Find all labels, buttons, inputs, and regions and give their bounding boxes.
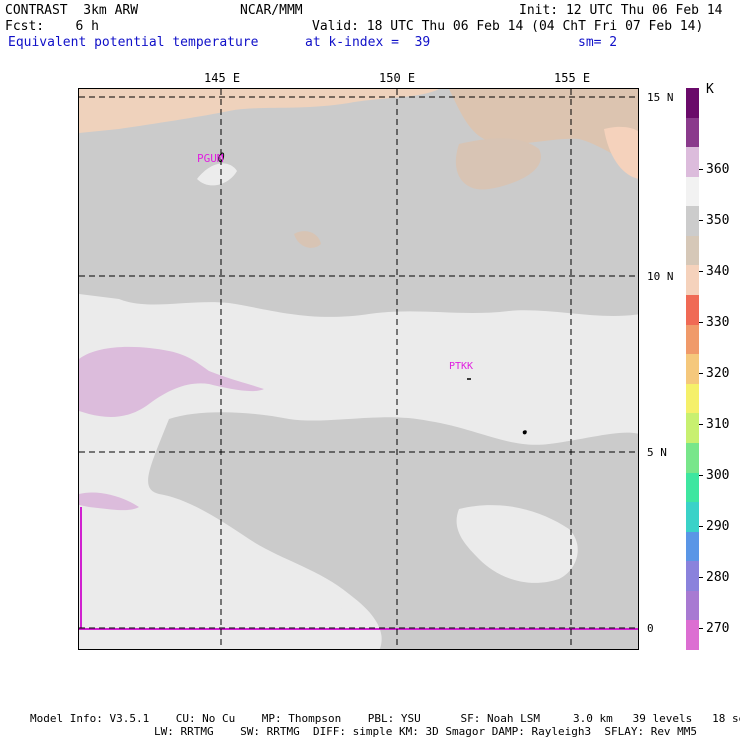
legend-label: 290: [706, 519, 730, 534]
tan-region-northeast: [449, 89, 638, 168]
lon-label-155: 155 E: [554, 71, 591, 85]
legend-swatch: [686, 413, 699, 444]
legend-label: 300: [706, 468, 730, 483]
legend-swatch: [686, 590, 699, 621]
model-info-line2: LW: RRTMG SW: RRTMG DIFF: simple KM: 3D …: [154, 725, 698, 738]
tan-patch-ne: [455, 138, 541, 190]
legend-swatch: [686, 324, 699, 355]
legend-tick: [699, 628, 703, 629]
legend-label: 360: [706, 162, 730, 177]
map-field-svg: [79, 89, 638, 649]
light-patch-southeast: [456, 505, 578, 583]
lat-label-10n: 10 N: [647, 270, 674, 283]
lon-label-150: 150 E: [379, 71, 416, 85]
legend-swatch: [686, 354, 699, 385]
tan-patch-far-ne: [604, 126, 638, 179]
smoothing-info: sm= 2: [578, 35, 618, 50]
legend-label: 270: [706, 621, 730, 636]
island-guam: [218, 152, 225, 162]
legend-tick: [699, 526, 703, 527]
tan-region-northwest: [79, 89, 439, 133]
legend-swatch: [686, 620, 699, 651]
legend-tick: [699, 373, 703, 374]
legend-swatch: [686, 442, 699, 474]
legend-swatch: [686, 295, 699, 326]
legend-unit: K: [706, 82, 714, 97]
legend-swatch: [686, 531, 699, 562]
color-legend: [686, 88, 699, 651]
legend-swatch: [686, 383, 699, 414]
legend-swatch: [686, 117, 699, 148]
legend-label: 330: [706, 315, 730, 330]
forecast-hour: Fcst: 6 h: [5, 19, 99, 34]
purple-region-west: [79, 346, 264, 417]
organization-label: NCAR/MMM: [240, 3, 303, 18]
model-info-line1: Model Info: V3.5.1 CU: No Cu MP: Thompso…: [30, 712, 740, 725]
init-time: Init: 12 UTC Thu 06 Feb 14: [519, 3, 723, 18]
theta-e-map: PGUM PTKK: [78, 88, 639, 650]
lon-label-145: 145 E: [204, 71, 241, 85]
legend-swatch: [686, 176, 699, 207]
legend-label: 280: [706, 570, 730, 585]
tan-patch-small: [294, 231, 321, 248]
field-name: Equivalent potential temperature: [8, 35, 259, 50]
legend-tick: [699, 424, 703, 425]
legend-label: 310: [706, 417, 730, 432]
legend-label: 350: [706, 213, 730, 228]
station-label-ptkk: PTKK: [449, 361, 474, 372]
legend-swatch: [686, 561, 699, 592]
legend-tick: [699, 169, 703, 170]
lat-label-5n: 5 N: [647, 446, 667, 459]
level-info: at k-index = 39: [305, 35, 431, 50]
legend-label: 320: [706, 366, 730, 381]
valid-time: Valid: 18 UTC Thu 06 Feb 14 (04 ChT Fri …: [312, 19, 704, 34]
legend-tick: [699, 322, 703, 323]
gray-region-central: [148, 412, 638, 649]
light-patch-guam: [197, 163, 237, 186]
model-title: CONTRAST 3km ARW: [5, 3, 139, 18]
lat-label-0: 0: [647, 622, 654, 635]
legend-swatch: [686, 147, 699, 178]
station-label-pgum: PGUM: [197, 152, 224, 165]
legend-swatch: [686, 502, 699, 533]
map-grid: [79, 89, 638, 649]
legend-swatch: [686, 88, 699, 119]
legend-swatch: [686, 206, 699, 237]
purple-region-sw: [79, 492, 139, 511]
legend-tick: [699, 220, 703, 221]
legend-tick: [699, 577, 703, 578]
lat-label-15n: 15 N: [647, 91, 674, 104]
legend-swatch: [686, 265, 699, 296]
legend-label: 340: [706, 264, 730, 279]
light-patch-south: [79, 525, 365, 649]
legend-tick: [699, 271, 703, 272]
legend-tick: [699, 475, 703, 476]
legend-swatch: [686, 472, 699, 503]
legend-swatch: [686, 235, 699, 266]
island-pohnpei: [522, 430, 527, 435]
